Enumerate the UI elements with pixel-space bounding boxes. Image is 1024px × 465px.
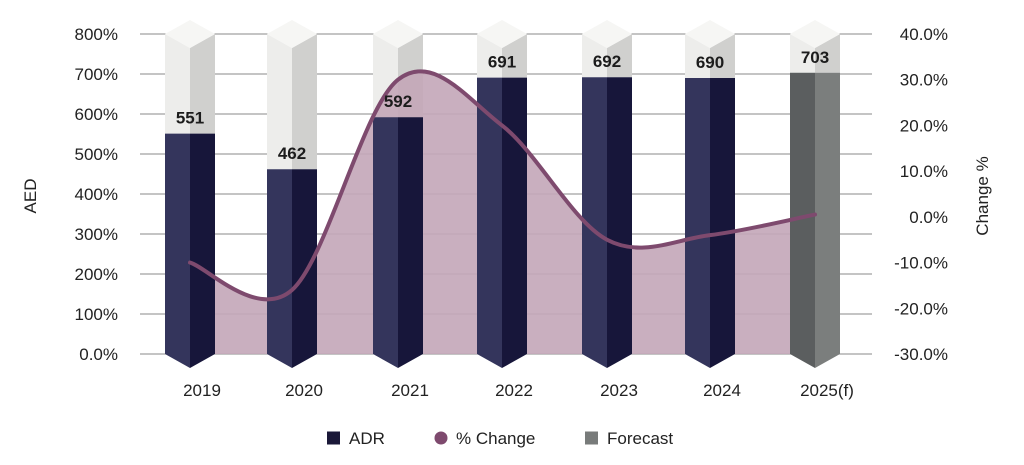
adr-bar-face-left [685,78,710,368]
bar-cap-face-left [165,34,190,134]
right-tick-label: 30.0% [900,71,948,90]
bar-value-labels: 551 462 592 691 692 690 703 [176,48,829,163]
bar-cap-face-left [790,34,815,73]
left-tick-label: 400% [75,185,118,204]
bar-cap-face-right [502,34,527,78]
bar-value-label: 703 [801,48,829,67]
bar-value-label: 551 [176,109,204,128]
adr-bar-face-left [165,133,190,368]
adr-bar-face-right [190,133,215,368]
left-axis-title: AED [21,179,40,214]
adr-bars [165,72,840,369]
adr-bar-face-right [398,117,423,368]
legend-label: Forecast [607,429,673,448]
bar-cap-top [477,20,527,48]
bar-cap-top [267,20,317,48]
bar-cap-top [790,20,840,48]
bar-cap-top [582,20,632,48]
right-tick-label: -20.0% [894,299,948,318]
right-tick-label: -10.0% [894,254,948,273]
bar-value-label: 690 [696,53,724,72]
x-tick-label: 2020 [285,381,323,400]
legend-marker-change [434,431,448,445]
adr-bar-face-right [710,78,735,368]
left-axis-ticks: 0.0% 100% 200% 300% 400% 500% 600% 700% 800% [75,25,118,364]
legend-marker-adr [327,431,340,445]
left-tick-label: 800% [75,25,118,44]
x-tick-label: 2023 [600,381,638,400]
bar-cap-face-right [190,34,215,134]
change-line [188,69,817,302]
legend-label: ADR [349,429,385,448]
x-axis-ticks: 2019 2020 2021 2022 2023 2024 2025(f) [183,381,854,400]
legend-marker-forecast [585,431,598,445]
bar-value-label: 692 [593,52,621,71]
x-tick-label: 2024 [703,381,741,400]
right-tick-label: -30.0% [894,345,948,364]
bar-value-label: 691 [488,53,516,72]
left-tick-label: 600% [75,105,118,124]
x-tick-label: 2021 [391,381,429,400]
bar-cap-face-left [477,34,502,78]
bar-cap-face-left [267,34,292,170]
bar-capacity-columns [165,20,840,170]
x-tick-label: 2025(f) [800,381,854,400]
left-tick-label: 200% [75,265,118,284]
right-tick-label: 10.0% [900,162,948,181]
bar-cap-face-right [607,34,632,78]
left-tick-label: 700% [75,65,118,84]
bar-cap-face-right [292,34,317,170]
adr-bar-face-left [582,77,607,368]
legend-label: % Change [456,429,535,448]
bar-cap-top [165,20,215,48]
forecast-bar-face-right [815,72,840,369]
x-tick-label: 2022 [495,381,533,400]
right-axis-title: Change % [973,156,992,235]
adr-bar-face-right [607,77,632,368]
bar-cap-face-left [685,34,710,78]
legend: ADR % Change Forecast [327,429,673,448]
left-tick-label: 500% [75,145,118,164]
adr-bar-face-left [373,117,398,368]
adr-bar-face-right [502,77,527,368]
bar-value-label: 462 [278,144,306,163]
bar-cap-face-right [815,34,840,73]
x-tick-label: 2019 [183,381,221,400]
bar-cap-face-right [710,34,735,78]
right-axis-ticks: -30.0% -20.0% -10.0% 0.0% 10.0% 20.0% 30.0% 40.… [894,25,948,364]
right-tick-label: 20.0% [900,116,948,135]
right-tick-label: 0.0% [909,208,948,227]
left-tick-label: 0.0% [79,345,118,364]
adr-bar-face-right [292,169,317,368]
bar-cap-top [373,20,423,48]
left-tick-label: 100% [75,305,118,324]
bar-cap-top [685,20,735,48]
right-tick-label: 40.0% [900,25,948,44]
forecast-bar-face-left [790,72,815,369]
left-tick-label: 300% [75,225,118,244]
adr-bar-face-left [477,77,502,368]
bar-cap-face-left [582,34,607,78]
bar-value-label: 592 [384,92,412,111]
adr-bar-face-left [267,169,292,368]
change-line-group [188,69,817,302]
